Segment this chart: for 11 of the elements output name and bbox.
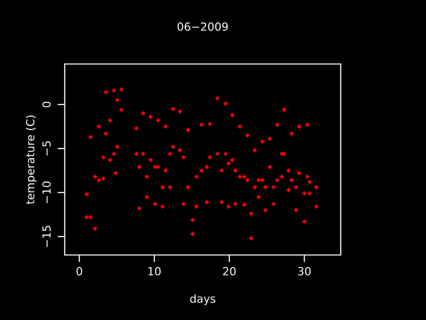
x-axis-title: days [190, 294, 216, 305]
x-tick-label: 0 [76, 267, 82, 276]
x-tick-label: 30 [298, 267, 311, 276]
y-tick-label: −10 [42, 182, 51, 204]
y-tick-label: −15 [42, 226, 51, 248]
y-tick-label: −5 [42, 141, 51, 156]
chart-title: 06−2009 [178, 22, 228, 31]
y-axis-title: temperature (C) [26, 116, 37, 204]
x-tick-label: 10 [148, 267, 161, 276]
x-tick-label: 20 [223, 267, 236, 276]
y-tick-label: 0 [42, 102, 51, 108]
